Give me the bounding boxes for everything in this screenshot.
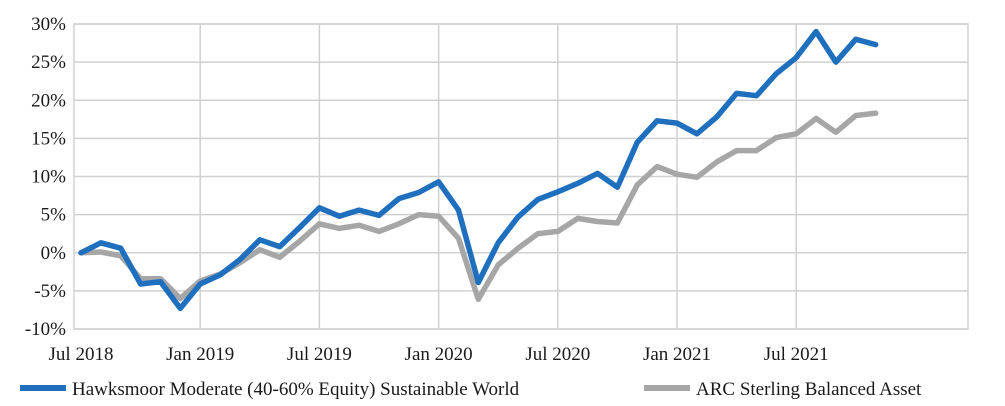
- legend-label-arc: ARC Sterling Balanced Asset: [696, 379, 922, 400]
- y-tick-label: 0%: [41, 243, 67, 264]
- y-tick-label: -5%: [34, 281, 66, 302]
- y-tick-label: -10%: [25, 319, 66, 340]
- y-tick-label: 5%: [41, 205, 67, 226]
- y-tick-label: 30%: [31, 14, 66, 35]
- x-tick-label: Jan 2021: [643, 344, 711, 365]
- y-tick-label: 25%: [31, 52, 66, 73]
- series-line-0: [78, 28, 879, 312]
- x-axis-ticks: Jul 2018 Jan 2019 Jul 2019 Jan 2020 Jul 2020…: [49, 344, 829, 365]
- y-tick-label: 20%: [31, 90, 66, 111]
- y-tick-label: 15%: [31, 128, 66, 149]
- x-tick-label: Jan 2019: [166, 344, 234, 365]
- series-lines: [78, 28, 879, 312]
- y-axis-ticks: -10% -5% 0% 5% 10% 15% 20% 25% 30%: [25, 14, 66, 340]
- y-tick-label: 10%: [31, 167, 66, 188]
- x-tick-label: Jul 2019: [287, 344, 352, 365]
- legend-label-hawksmoor: Hawksmoor Moderate (40-60% Equity) Susta…: [72, 379, 520, 400]
- legend: Hawksmoor Moderate (40-60% Equity) Susta…: [20, 379, 922, 400]
- x-tick-label: Jul 2020: [525, 344, 590, 365]
- x-tick-label: Jul 2021: [764, 344, 829, 365]
- x-tick-label: Jan 2020: [405, 344, 473, 365]
- x-tick-label: Jul 2018: [49, 344, 114, 365]
